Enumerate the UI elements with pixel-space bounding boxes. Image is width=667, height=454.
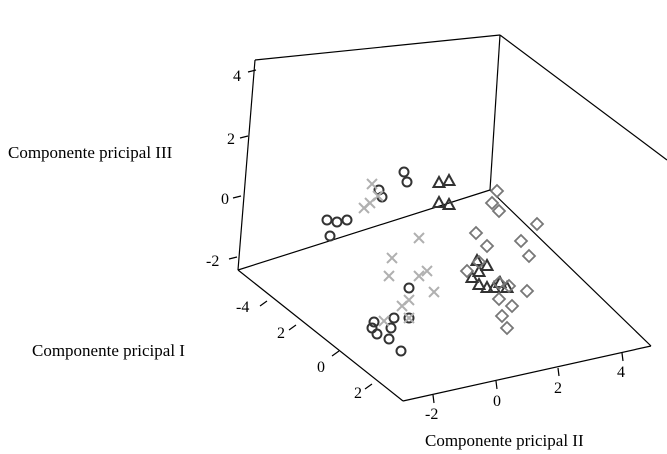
- data-point-diamond: [459, 263, 475, 279]
- data-point-triangle: [471, 263, 487, 277]
- x-tick: [621, 352, 624, 362]
- data-point-triangle: [441, 172, 457, 186]
- data-point-circle: [366, 322, 378, 334]
- y-tick: [288, 324, 297, 331]
- box-edge: [489, 189, 652, 347]
- data-point-diamond: [468, 225, 484, 241]
- x-tick-label: -2: [425, 406, 438, 423]
- z-tick: [239, 135, 249, 139]
- data-point-circle: [388, 312, 400, 324]
- data-point-diamond: [513, 233, 529, 249]
- data-point-circle: [331, 216, 343, 228]
- box-edge: [489, 34, 501, 191]
- data-point-diamond: [479, 238, 495, 254]
- data-point-cross: [396, 300, 408, 312]
- z-tick: [232, 195, 242, 199]
- scatter-points: [321, 166, 545, 357]
- data-point-cross: [372, 190, 384, 202]
- data-point-circle: [324, 230, 336, 242]
- data-point-diamond: [521, 248, 537, 264]
- x-tick: [432, 394, 435, 404]
- x-tick: [557, 367, 560, 377]
- data-point-diamond: [501, 278, 517, 294]
- data-point-triangle: [471, 276, 487, 290]
- data-point-diamond: [519, 283, 535, 299]
- y-axis-title: Componente pricipal I: [32, 341, 185, 360]
- data-point-cross: [421, 265, 433, 277]
- data-point-triangle: [431, 194, 447, 208]
- y-tick: [331, 350, 340, 357]
- data-point-diamond: [529, 216, 545, 232]
- data-point-circle: [371, 328, 383, 340]
- data-point-triangle: [431, 174, 447, 188]
- data-point-diamond: [504, 298, 520, 314]
- data-point-circle: [385, 322, 397, 334]
- data-point-circle: [403, 282, 415, 294]
- data-point-circle: [398, 166, 410, 178]
- z-axis: 4 2 0 -2 Componente pricipal III: [8, 68, 257, 270]
- x-tick-label: 2: [554, 380, 562, 397]
- box-frame: [237, 34, 667, 402]
- data-point-diamond: [491, 203, 507, 219]
- box-edge: [237, 269, 404, 402]
- y-tick-label: 0: [317, 359, 325, 376]
- z-tick: [247, 69, 257, 73]
- z-tick-label: 2: [227, 131, 235, 148]
- z-axis-title: Componente pricipal III: [8, 143, 173, 162]
- data-point-cross: [403, 312, 415, 324]
- data-point-circle: [395, 345, 407, 357]
- data-point-cross: [413, 270, 425, 282]
- data-point-circle: [321, 214, 333, 226]
- x-tick-label: 4: [617, 364, 625, 381]
- data-point-cross: [428, 286, 440, 298]
- z-tick-label: -2: [206, 253, 219, 270]
- y-tick-label: -4: [236, 299, 249, 316]
- data-point-circle: [368, 316, 380, 328]
- data-point-triangle: [441, 196, 457, 210]
- data-point-diamond: [499, 320, 515, 336]
- data-point-diamond: [494, 308, 510, 324]
- data-point-diamond: [489, 183, 505, 199]
- y-tick: [259, 300, 268, 307]
- box-edge: [254, 34, 501, 61]
- data-point-circle: [401, 176, 413, 188]
- data-point-circle: [341, 214, 353, 226]
- data-point-diamond: [484, 195, 500, 211]
- data-point-cross: [383, 270, 395, 282]
- y-tick-label: 2: [354, 385, 362, 402]
- box-edge: [402, 345, 652, 402]
- box-edge: [237, 59, 256, 271]
- data-point-diamond: [491, 275, 507, 291]
- y-tick-label: 2: [277, 325, 285, 342]
- x-axis-title: Componente pricipal II: [425, 431, 584, 450]
- data-point-cross: [386, 252, 398, 264]
- data-point-triangle: [479, 257, 495, 271]
- data-point-cross: [413, 232, 425, 244]
- data-point-circle: [383, 333, 395, 345]
- data-point-diamond: [491, 291, 507, 307]
- y-tick: [364, 383, 373, 390]
- data-point-triangle: [469, 252, 485, 266]
- z-tick: [228, 256, 238, 260]
- x-tick-label: 0: [493, 393, 501, 410]
- x-tick: [495, 380, 498, 390]
- data-point-circle: [403, 312, 415, 324]
- y-axis: -4 2 0 2 Componente pricipal I: [32, 299, 373, 402]
- data-point-cross: [366, 178, 378, 190]
- box-edge: [237, 189, 491, 271]
- box-edge: [499, 34, 667, 161]
- data-point-diamond: [471, 254, 487, 270]
- x-axis: -2 0 2 4 Componente pricipal II: [425, 352, 625, 450]
- data-point-cross: [378, 315, 390, 327]
- data-point-triangle: [479, 279, 495, 293]
- z-tick-label: 4: [233, 68, 241, 85]
- z-tick-label: 0: [221, 191, 229, 208]
